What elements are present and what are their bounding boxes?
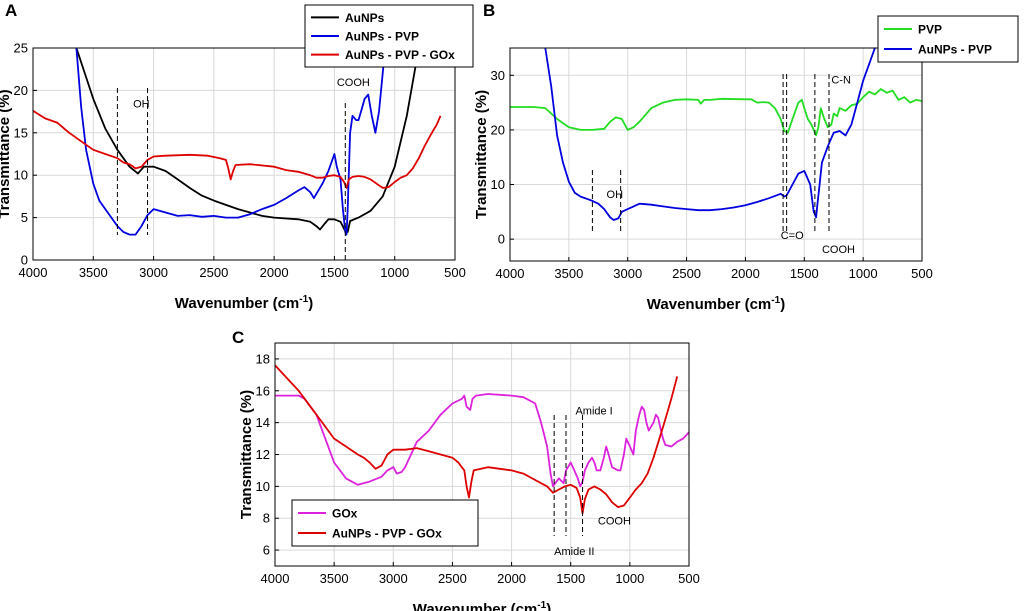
x-axis-label-sup: -1 <box>299 294 308 305</box>
band-annotation: COOH <box>822 244 855 256</box>
x-axis-label: Wavenumber (cm-1) <box>413 600 551 611</box>
x-axis-label: Wavenumber (cm-1) <box>647 295 785 313</box>
x-tick-label: 500 <box>444 265 466 280</box>
y-axis-label: Transmittance (%) <box>0 89 13 218</box>
legend-entry: PVP <box>918 23 942 37</box>
x-tick-label: 4000 <box>261 571 290 586</box>
series-line-a-aunps-pvp-gox <box>33 110 442 189</box>
panel-letter-c: C <box>232 328 244 347</box>
legend-entry: AuNPs <box>345 11 385 25</box>
x-axis-label-main: Wavenumber (cm <box>413 601 537 611</box>
y-tick-label: 0 <box>498 232 505 247</box>
legend-entry: GOx <box>332 507 358 521</box>
x-tick-label: 2500 <box>199 265 228 280</box>
legend-box <box>877 15 1019 63</box>
x-tick-label: 3500 <box>320 571 349 586</box>
series-line-c-gox <box>275 393 689 488</box>
y-tick-label: 6 <box>263 543 270 558</box>
legend-b: PVP AuNPs - PVP <box>877 15 1019 63</box>
panel-b: B OH C=O COOH C-N 4000 3500 3000 2500 2000 1500 10… <box>473 1 1019 313</box>
legend-entry: AuNPs - PVP <box>918 43 992 57</box>
panel-letter-b: B <box>483 1 495 20</box>
x-tick-label: 1000 <box>380 265 409 280</box>
x-tick-label: 500 <box>678 571 700 586</box>
y-tick-label: 10 <box>14 168 28 183</box>
y-tick-label: 15 <box>14 125 28 140</box>
x-axis-label-sup: -1 <box>537 600 546 611</box>
x-tick-label: 3500 <box>554 266 583 281</box>
axes-box-a <box>32 47 456 261</box>
y-tick-label: 10 <box>491 177 505 192</box>
x-tick-label: 4000 <box>496 266 525 281</box>
series-line-c-aunps-pvp-gox <box>275 364 679 515</box>
panel-letter-a: A <box>5 1 17 20</box>
legend-a: AuNPs AuNPs - PVP AuNPs - PVP - GOx <box>304 4 474 68</box>
legend-c: GOx AuNPs - PVP - GOx <box>291 499 479 547</box>
legend-entry: AuNPs - PVP - GOx <box>332 527 442 541</box>
series-line-a-aunps-pvp <box>75 48 386 236</box>
x-tick-label: 1500 <box>790 266 819 281</box>
y-tick-label: 12 <box>256 447 270 462</box>
panel-c: C Amide I Amide II COOH 4000 3500 3000 2500 200… <box>232 328 700 611</box>
x-tick-label: 1000 <box>615 571 644 586</box>
band-annotation: COOH <box>337 77 370 89</box>
axes-box-b <box>509 47 923 262</box>
x-tick-label: 2500 <box>672 266 701 281</box>
y-axis-label: Transmittance (%) <box>238 390 255 519</box>
y-tick-label: 25 <box>14 41 28 56</box>
y-tick-label: 30 <box>491 68 505 83</box>
x-tick-label: 2000 <box>731 266 760 281</box>
y-tick-label: 10 <box>256 479 270 494</box>
x-tick-label: 3000 <box>379 571 408 586</box>
plot-area-a <box>33 48 455 260</box>
x-axis-label: Wavenumber (cm-1) <box>175 294 313 312</box>
plot-area-b <box>510 48 922 261</box>
x-tick-label: 4000 <box>19 265 48 280</box>
x-tick-label: 500 <box>911 266 933 281</box>
x-axis-label-end: ) <box>308 295 313 312</box>
band-annotation: Amide I <box>575 406 612 418</box>
y-axis-label: Transmittance (%) <box>473 90 490 219</box>
x-axis-label-main: Wavenumber (cm <box>647 296 771 313</box>
band-annotation: OH <box>133 98 150 110</box>
y-tick-label: 8 <box>263 511 270 526</box>
panel-a: A OH COOH 4000 3500 3000 2500 2000 1500 1000 500 0… <box>0 1 474 312</box>
x-tick-label: 1500 <box>556 571 585 586</box>
band-annotation: Amide II <box>554 546 594 558</box>
legend-entry: AuNPs - PVP <box>345 30 419 44</box>
y-tick-label: 14 <box>256 415 270 430</box>
x-tick-label: 3000 <box>613 266 642 281</box>
x-tick-label: 1000 <box>849 266 878 281</box>
series-line-b-pvp <box>510 88 922 137</box>
band-annotation: C-N <box>831 75 851 87</box>
series-line-b-aunps-pvp <box>544 48 876 221</box>
x-axis-label-end: ) <box>546 601 551 611</box>
legend-box <box>291 499 479 547</box>
y-tick-label: 20 <box>491 122 505 137</box>
band-annotation: COOH <box>598 516 631 528</box>
legend-entry: AuNPs - PVP - GOx <box>345 48 455 62</box>
band-annotation: OH <box>607 189 624 201</box>
x-axis-label-sup: -1 <box>771 295 780 306</box>
y-tick-label: 16 <box>256 383 270 398</box>
y-tick-label: 0 <box>21 253 28 268</box>
y-tick-label: 5 <box>21 210 28 225</box>
x-tick-label: 3000 <box>139 265 168 280</box>
x-tick-label: 2000 <box>497 571 526 586</box>
series-line-a-aunps <box>75 48 420 233</box>
band-annotation: C=O <box>781 230 804 242</box>
x-tick-label: 1500 <box>320 265 349 280</box>
x-tick-label: 2000 <box>260 265 289 280</box>
x-axis-label-end: ) <box>780 296 785 313</box>
y-tick-label: 18 <box>256 351 270 366</box>
x-tick-label: 3500 <box>79 265 108 280</box>
x-tick-label: 2500 <box>438 571 467 586</box>
x-axis-label-main: Wavenumber (cm <box>175 295 299 312</box>
y-tick-label: 20 <box>14 83 28 98</box>
